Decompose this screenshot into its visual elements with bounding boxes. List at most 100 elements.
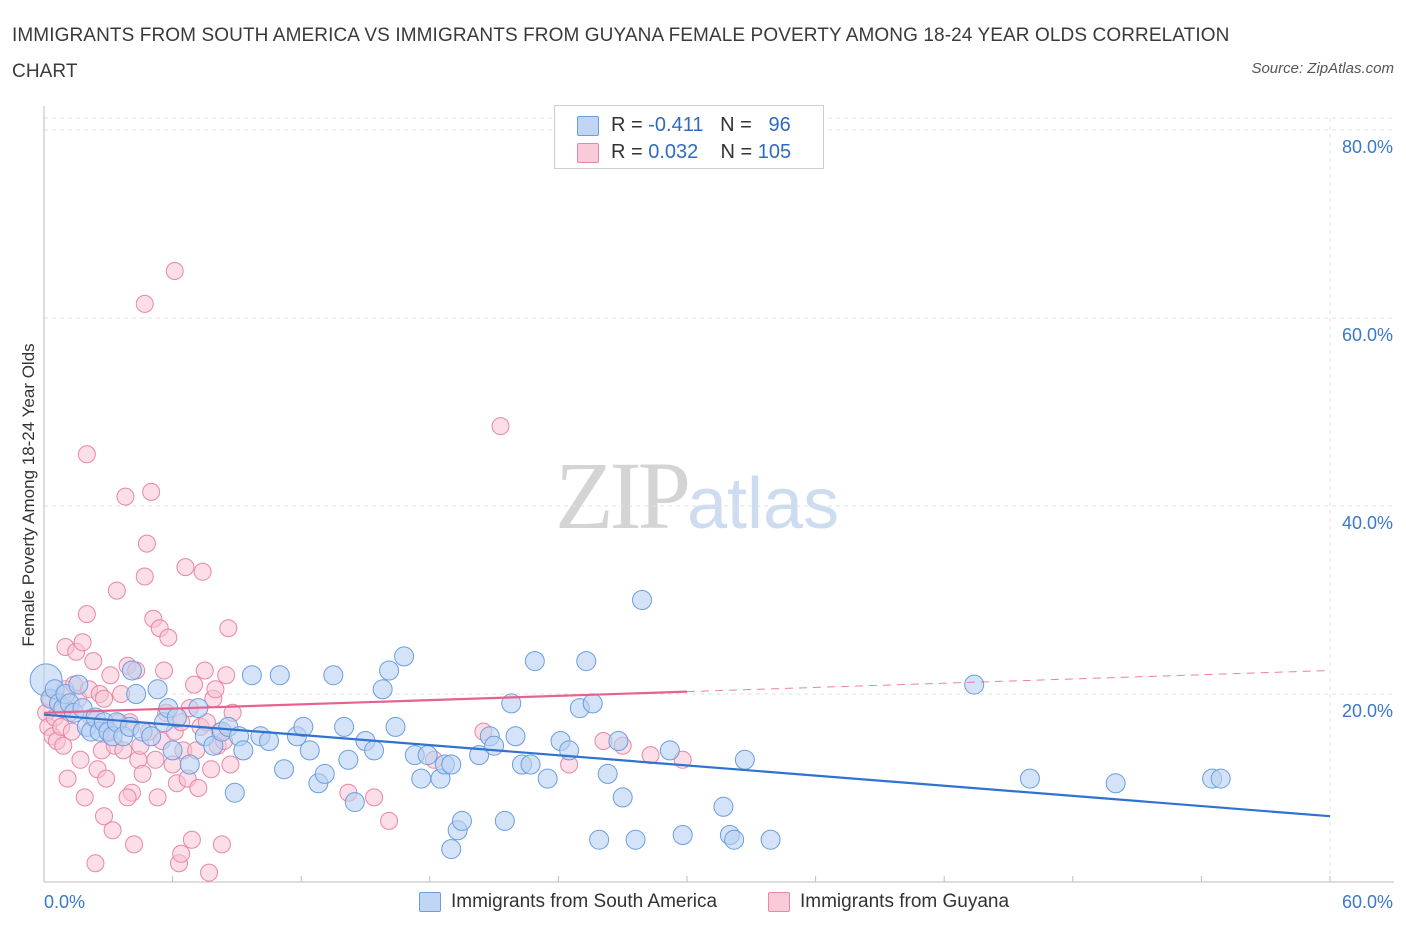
series-guyana-points	[37, 262, 692, 882]
data-point-south-america	[274, 759, 295, 780]
data-point-south-america	[589, 829, 610, 850]
data-point-guyana	[125, 835, 144, 854]
data-point-south-america	[68, 674, 89, 695]
data-point-south-america	[597, 763, 618, 784]
watermark: ZIPatlas	[555, 440, 839, 551]
data-point-south-america	[625, 829, 646, 850]
data-point-south-america	[233, 740, 254, 761]
data-point-south-america	[179, 754, 200, 775]
data-point-guyana	[155, 661, 174, 680]
x-tick-label-max: 60.0%	[1342, 892, 1393, 912]
data-point-guyana	[212, 835, 231, 854]
data-point-south-america	[323, 665, 344, 686]
data-point-guyana	[95, 689, 114, 708]
data-point-south-america	[724, 829, 745, 850]
source-label: Source: ZipAtlas.com	[1251, 60, 1394, 77]
legend-text-guyana: R = 0.032 N = 105	[611, 139, 791, 165]
data-point-guyana	[159, 628, 178, 647]
trend-line-south-america	[43, 713, 1331, 818]
data-point-guyana	[118, 788, 137, 807]
data-point-guyana	[189, 779, 208, 797]
legend-n-value: 105	[757, 141, 792, 163]
data-point-south-america	[344, 792, 365, 813]
data-point-guyana	[73, 633, 92, 652]
data-point-south-america	[121, 660, 142, 681]
data-point-south-america	[484, 735, 505, 756]
series-south-america-points	[29, 590, 1231, 860]
data-point-south-america	[713, 796, 734, 817]
data-point-guyana	[365, 788, 384, 807]
data-point-guyana	[116, 487, 135, 506]
data-point-guyana	[193, 562, 212, 581]
trend-lines	[43, 670, 1331, 818]
data-point-south-america	[494, 810, 515, 831]
data-point-south-america	[385, 716, 406, 737]
legend-r-label: R =	[611, 141, 643, 163]
data-point-guyana	[219, 619, 238, 638]
data-point-south-america	[964, 674, 985, 695]
x-tick-label-min: 0.0%	[44, 892, 85, 912]
data-point-guyana	[77, 445, 96, 464]
data-point-south-america	[524, 651, 545, 672]
data-point-guyana	[77, 605, 96, 624]
data-point-south-america	[314, 763, 335, 784]
data-point-south-america	[1019, 768, 1040, 789]
data-point-south-america	[394, 646, 415, 667]
data-point-guyana	[75, 788, 94, 807]
legend-n-label: N =	[720, 141, 753, 163]
data-point-south-america	[631, 590, 652, 610]
legend-r-label: R =	[611, 114, 643, 136]
data-point-guyana	[148, 788, 167, 807]
data-point-guyana	[176, 558, 195, 577]
legend-r-value: 0.032	[648, 141, 699, 163]
data-point-guyana	[165, 262, 184, 280]
data-point-south-america	[505, 726, 526, 747]
data-point-south-america	[441, 839, 462, 860]
data-point-south-america	[441, 754, 462, 775]
data-point-south-america	[1210, 768, 1231, 789]
data-point-south-america	[537, 768, 558, 789]
data-point-south-america	[141, 726, 162, 747]
data-point-guyana	[135, 294, 154, 313]
data-point-guyana	[133, 764, 152, 783]
data-point-guyana	[217, 666, 236, 685]
data-point-guyana	[380, 811, 399, 830]
data-point-guyana	[172, 844, 191, 863]
data-point-south-america	[411, 768, 432, 789]
y-axis-title: Female Poverty Among 18-24 Year Olds	[19, 343, 38, 646]
data-point-south-america	[147, 679, 168, 700]
legend-swatch-south-america	[577, 116, 599, 136]
watermark-atlas: atlas	[687, 464, 840, 544]
data-point-guyana	[54, 736, 73, 755]
data-point-south-america	[162, 740, 183, 761]
data-point-guyana	[221, 755, 240, 774]
data-point-guyana	[71, 750, 90, 769]
data-point-south-america	[293, 716, 314, 737]
data-point-guyana	[142, 482, 161, 501]
data-point-south-america	[126, 684, 147, 704]
bottom-legend-label-south-america: Immigrants from South America	[451, 891, 718, 912]
watermark-zip: ZIP	[555, 442, 691, 549]
legend-n-value: 96	[768, 114, 791, 136]
data-point-south-america	[1105, 773, 1126, 794]
data-point-guyana	[101, 666, 120, 685]
data-point-south-america	[760, 829, 781, 850]
data-point-south-america	[364, 740, 385, 761]
data-point-south-america	[224, 782, 245, 803]
trend-line-guyana-extrapolated	[686, 670, 1331, 693]
axes	[43, 106, 1394, 883]
data-point-south-america	[451, 810, 472, 831]
data-point-south-america	[338, 749, 359, 770]
data-point-south-america	[372, 679, 393, 700]
data-point-south-america	[241, 665, 262, 686]
data-point-guyana	[185, 675, 204, 694]
data-point-south-america	[659, 740, 680, 761]
chart-title: IMMIGRANTS FROM SOUTH AMERICA VS IMMIGRA…	[12, 25, 1230, 82]
data-point-guyana	[107, 581, 126, 600]
data-point-guyana	[182, 830, 201, 849]
data-point-south-america	[734, 749, 755, 770]
data-point-guyana	[491, 417, 510, 436]
y-tick-label: 40.0%	[1342, 513, 1393, 533]
data-point-guyana	[135, 567, 154, 586]
